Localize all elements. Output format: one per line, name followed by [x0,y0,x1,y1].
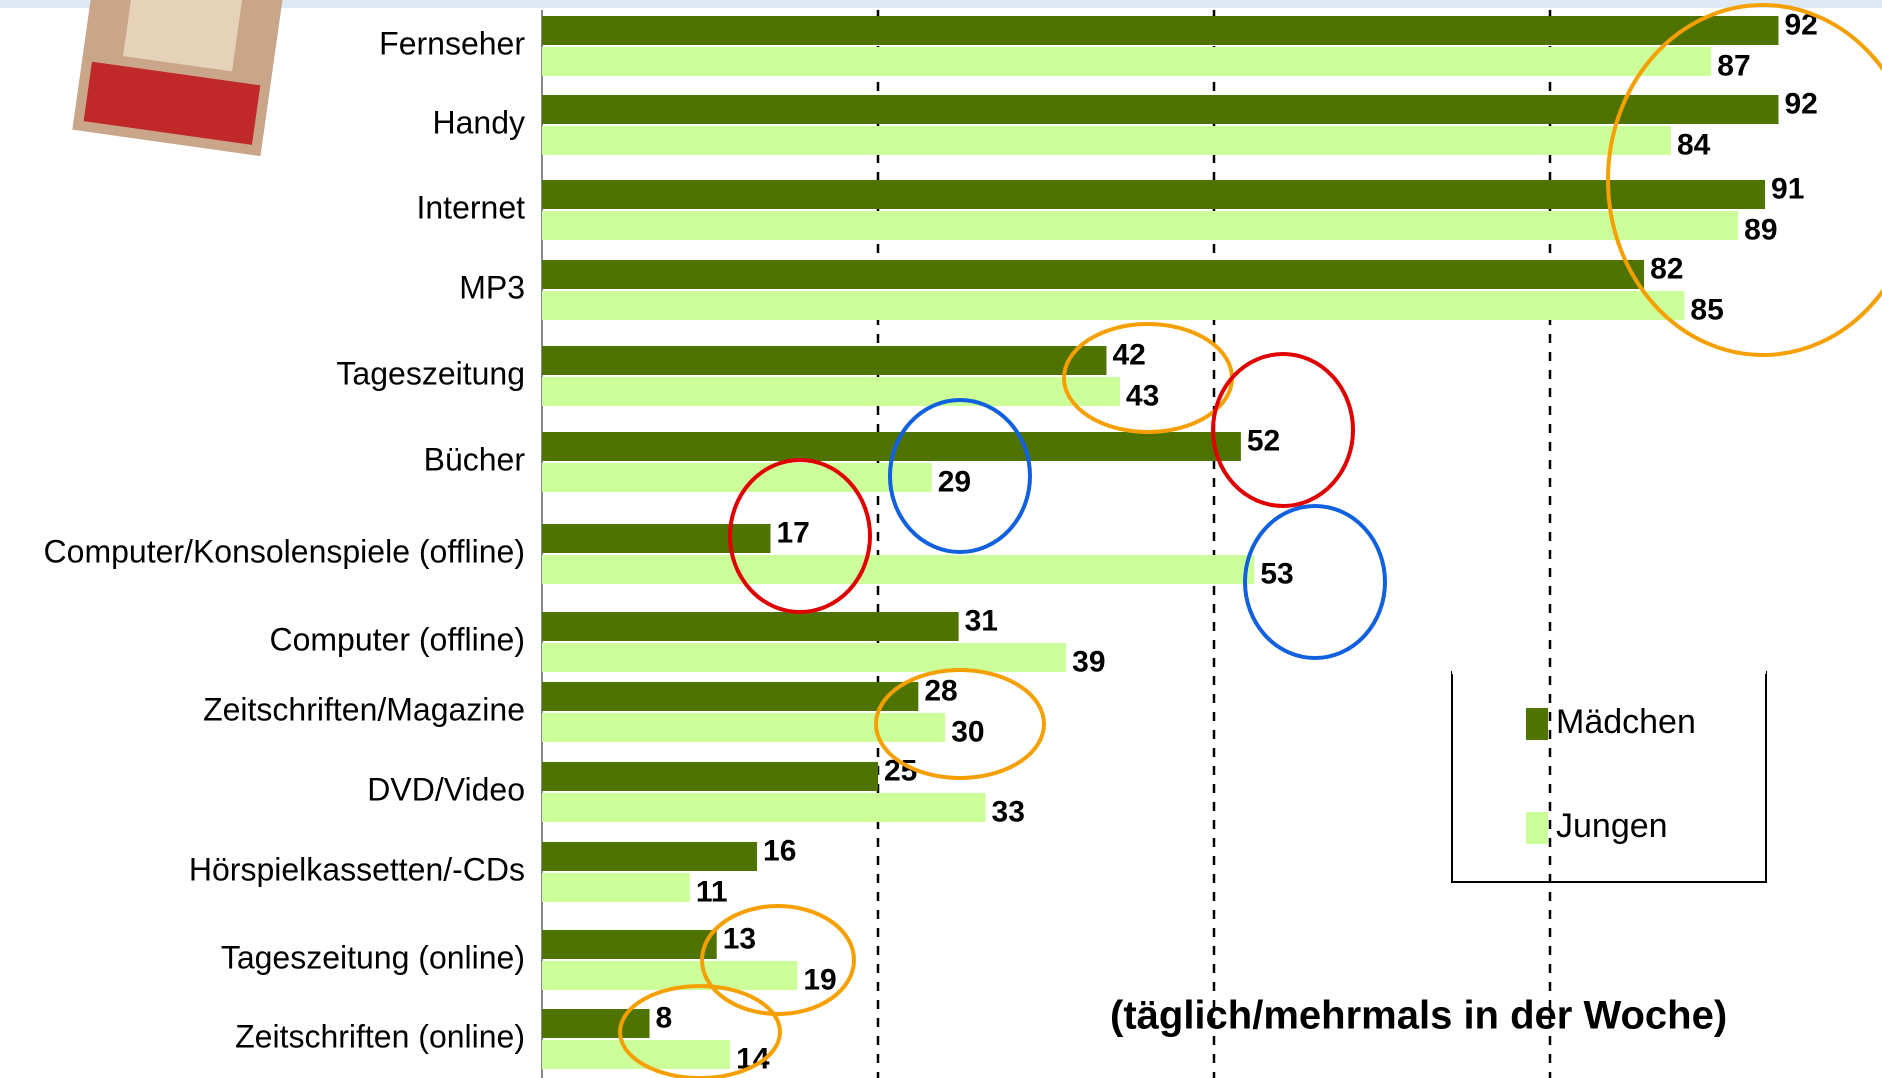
value-label: 53 [1260,557,1293,590]
bar [542,842,757,871]
category-label: Computer (offline) [269,621,525,657]
photo [72,0,284,156]
category-label: Zeitschriften/Magazine [203,691,525,727]
bar [542,47,1711,76]
category-label: MP3 [459,269,525,305]
value-label: 11 [696,875,728,908]
category-label: Tageszeitung [336,355,525,391]
annotation: (täglich/mehrmals in der Woche) [1110,994,1727,1038]
value-label: 19 [803,963,836,996]
bar [542,126,1671,155]
value-label: 16 [763,834,796,867]
bar [542,377,1120,406]
value-label: 42 [1112,338,1145,371]
bar [542,463,932,492]
value-label: 29 [938,465,971,498]
value-label: 91 [1771,172,1804,205]
bar [542,961,797,990]
value-label: 84 [1677,128,1711,161]
legend-label: Mädchen [1556,703,1696,741]
bar [542,1040,730,1069]
bar [542,555,1254,584]
value-label: 39 [1072,645,1105,678]
category-label: Computer/Konsolenspiele (offline) [44,533,525,569]
bar [542,1009,650,1038]
bar [542,260,1644,289]
legend-swatch [1526,708,1548,740]
bar [542,524,770,553]
bar [542,291,1684,320]
bar [542,211,1738,240]
value-label: 82 [1650,252,1683,285]
bar [542,930,717,959]
bar [542,16,1778,45]
bar [542,346,1106,375]
value-label: 30 [951,715,984,748]
value-label: 28 [924,674,957,707]
value-label: 8 [656,1001,673,1034]
value-label: 43 [1126,379,1159,412]
bar [542,762,878,791]
value-label: 13 [723,922,756,955]
legend-swatch [1526,812,1548,844]
value-label: 85 [1690,293,1723,326]
bar [542,612,959,641]
category-label: Bücher [424,441,526,477]
bar [542,873,690,902]
value-label: 92 [1784,87,1817,120]
value-label: 87 [1717,49,1750,82]
value-label: 89 [1744,213,1777,246]
value-label: 52 [1247,424,1280,457]
bar [542,793,986,822]
top-band [0,0,1882,8]
category-label: Tageszeitung (online) [221,939,525,975]
category-label: Internet [416,189,525,225]
page: {"chart_data": {"type": "bar", "orientat… [0,0,1882,1078]
legend-label: Jungen [1556,807,1668,845]
category-label: Fernseher [379,25,525,61]
bar [542,643,1066,672]
bar [542,713,945,742]
chart: (täglich/mehrmals in der Woche) Fernsehe… [0,0,1882,1078]
value-label: 31 [965,604,998,637]
value-label: 25 [884,754,917,787]
value-label: 17 [776,516,809,549]
bar [542,95,1778,124]
bar [542,682,918,711]
category-label: Hörspielkassetten/-CDs [189,851,525,887]
bar [542,180,1765,209]
category-label: Zeitschriften (online) [235,1018,525,1054]
category-label: Handy [433,104,526,140]
value-label: 33 [992,795,1025,828]
category-label: DVD/Video [367,771,525,807]
